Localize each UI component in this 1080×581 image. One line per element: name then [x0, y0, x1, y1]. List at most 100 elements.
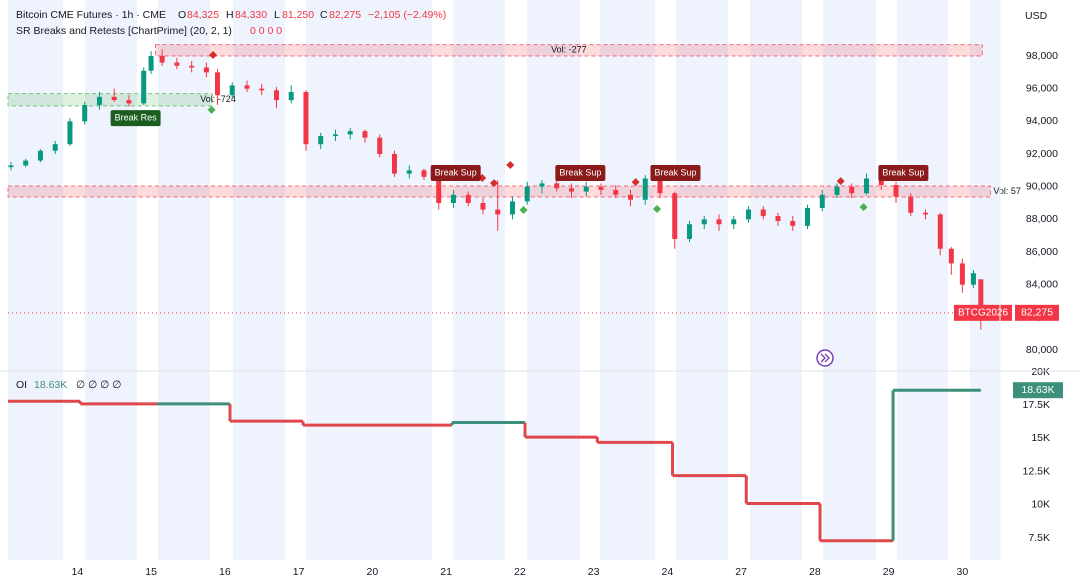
replay-icon-glyph: [820, 353, 830, 363]
annotation-text: Break Sup: [559, 167, 601, 177]
currency: USD: [1025, 10, 1048, 22]
candle-body: [362, 131, 368, 138]
candle-body: [318, 136, 324, 145]
y-tick-label: 92,000: [1026, 148, 1058, 160]
candle-body: [244, 85, 250, 89]
candle-body: [259, 88, 265, 91]
signal: [519, 206, 528, 215]
oi-last-label: 18.63K: [1021, 384, 1054, 396]
close-value: 82,275: [329, 9, 361, 21]
candle-body: [731, 219, 737, 225]
open-value: 84,325: [187, 9, 219, 21]
y-tick-label: 7.5K: [1028, 532, 1050, 544]
zone-label: Vol: -277: [551, 45, 587, 55]
session-gap: [285, 0, 306, 560]
candle-body: [174, 62, 180, 66]
candle-body: [583, 186, 589, 192]
candle-body: [421, 170, 427, 177]
candle-body: [480, 203, 486, 210]
x-tick-label: 14: [71, 566, 83, 578]
x-tick-label: 16: [219, 566, 231, 578]
candle-body: [790, 220, 796, 226]
session-gap: [505, 0, 527, 560]
candle-body: [893, 185, 899, 197]
session-gap: [948, 0, 970, 560]
y-tick-label: 17.5K: [1023, 399, 1050, 411]
candle-body: [849, 186, 855, 194]
sr-zone: [155, 44, 983, 57]
signal: [207, 105, 216, 114]
y-tick-label: 94,000: [1026, 115, 1058, 127]
session: [8, 0, 1000, 560]
indicator: SR Breaks and Retests [ChartPrime] (20, …: [16, 25, 232, 37]
candle-body: [627, 194, 633, 200]
candle-body: [716, 219, 722, 225]
plot: 1415161720212223242728293080,00082,00084…: [7, 44, 1063, 578]
change: −2,105 (−2.49%): [368, 9, 446, 21]
y-tick-label: 98,000: [1026, 50, 1058, 62]
zone-label: Vol: -724: [200, 94, 236, 104]
zone-label: Vol: 57: [993, 186, 1021, 196]
annotation-text: Break Sup: [435, 167, 477, 177]
candle-body: [148, 56, 154, 71]
y-tick-label: 90,000: [1026, 180, 1058, 192]
candle-body: [465, 194, 471, 204]
oi-header-values: ∅ ∅ ∅ ∅: [76, 379, 121, 391]
signal: [653, 205, 662, 214]
signal: [506, 160, 515, 169]
x-tick-label: 15: [145, 566, 157, 578]
candle-body: [864, 178, 870, 194]
x-tick-label: 20: [367, 566, 379, 578]
annotation-text: Break Sup: [882, 167, 924, 177]
y-tick-label: 20K: [1031, 366, 1050, 378]
candle-body: [52, 144, 58, 151]
candle-body: [37, 150, 43, 161]
session-gap: [432, 0, 453, 560]
signal: [859, 203, 868, 212]
y-tick-label: 80,000: [1026, 344, 1058, 356]
candle-body: [775, 216, 781, 221]
candle-body: [347, 131, 353, 135]
annotation-box: [878, 164, 929, 181]
candle-body: [745, 209, 751, 220]
candle-body: [203, 67, 209, 73]
session-gap: [210, 0, 233, 560]
candle-body: [8, 165, 14, 168]
last-price-label: 82,275: [1021, 307, 1053, 319]
candle-body: [391, 154, 397, 174]
candle-body: [214, 72, 220, 96]
open-label: O: [178, 9, 186, 21]
candle-body: [23, 160, 29, 166]
candle-body: [159, 56, 165, 63]
candle-body: [937, 214, 943, 249]
signal: [490, 179, 499, 188]
x-tick-label: 22: [514, 566, 526, 578]
y-tick-label: 15K: [1031, 432, 1050, 444]
sr-zone: [7, 93, 213, 107]
x-tick-label: 28: [809, 566, 821, 578]
candle-body: [701, 219, 707, 225]
close-label: C: [320, 9, 328, 21]
candle-body: [495, 209, 501, 215]
x-tick-label: 27: [735, 566, 747, 578]
session-gap: [728, 0, 750, 560]
candle-body: [67, 121, 73, 145]
candle-body: [229, 85, 235, 96]
candle-body: [878, 178, 884, 186]
candle-body: [819, 194, 825, 208]
session-gap: [655, 0, 676, 560]
header: Bitcoin CME Futures · 1h · CME O 84,325 …: [16, 9, 1048, 391]
candle-body: [96, 96, 102, 106]
y-tick-label: 12.5K: [1023, 465, 1050, 477]
candle-body: [642, 178, 648, 200]
signal: [836, 177, 845, 186]
y-tick-label: 84,000: [1026, 278, 1058, 290]
annotation-box: [555, 164, 606, 181]
annotation-box: [110, 110, 161, 127]
y-tick-label: 86,000: [1026, 246, 1058, 258]
candle-body: [273, 90, 279, 101]
candle-body: [509, 201, 515, 215]
high-label: H: [226, 9, 234, 21]
candle-body: [959, 263, 965, 285]
